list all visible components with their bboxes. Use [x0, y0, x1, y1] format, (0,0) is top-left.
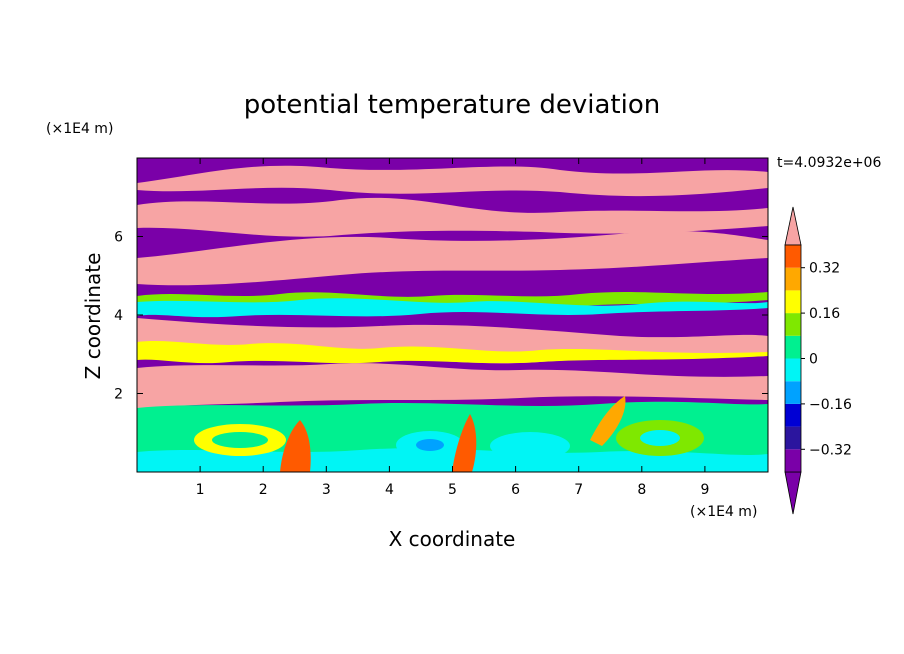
warm-layer-top [137, 165, 768, 197]
colorbar-under-arrow [784, 471, 802, 515]
plume-3 [590, 396, 626, 446]
y-tick-label: 6 [114, 230, 123, 246]
colorbar-band [785, 245, 801, 268]
colorbar-tick-label: 0.16 [809, 306, 840, 322]
time-label: t=4.0932e+06 [777, 155, 881, 171]
chart-title: potential temperature deviation [244, 90, 660, 120]
colorbar: 0.32 0.16 0 −0.16 −0.32 [784, 206, 852, 515]
warm-layer-near-surface [137, 363, 768, 410]
x-tick-label: 3 [322, 482, 331, 498]
x-axis-label: X coordinate [389, 527, 516, 551]
colorbar-tick-label: 0 [809, 352, 818, 368]
colorbar-band [785, 335, 801, 359]
colorbar-band [785, 449, 801, 472]
x-tick-label: 2 [259, 482, 268, 498]
x-tick-label: 1 [196, 482, 205, 498]
eddy-1-core [212, 432, 268, 448]
colorbar-band [785, 403, 801, 427]
y-tick-label: 4 [114, 308, 123, 324]
x-tick-label: 9 [700, 482, 709, 498]
colorbar-band [785, 381, 801, 404]
plume-1 [280, 420, 311, 472]
plume-2 [452, 414, 477, 472]
warm-layer-mid [137, 230, 768, 286]
mixed-band-yellow [137, 341, 768, 364]
colorbar-over-arrow [784, 206, 802, 246]
warm-layer-upper [137, 197, 768, 237]
colorbar-band [785, 426, 801, 450]
y-axis: 2 4 6 [114, 230, 768, 403]
x-axis: 1 2 3 4 5 6 7 8 9 [196, 158, 709, 498]
colorbar-band [785, 313, 801, 336]
colorbar-band [785, 267, 801, 291]
eddy-3 [490, 432, 570, 460]
x-tick-label: 4 [385, 482, 394, 498]
heatmap-field [137, 158, 768, 472]
x-axis-unit: (×1E4 m) [690, 504, 757, 520]
x-tick-label: 6 [511, 482, 520, 498]
y-axis-unit: (×1E4 m) [46, 121, 113, 137]
eddy-4-core [640, 430, 680, 446]
y-axis-label: Z coordinate [81, 253, 105, 380]
colorbar-band [785, 290, 801, 314]
x-tick-label: 7 [574, 482, 583, 498]
y-tick-label: 2 [114, 387, 123, 403]
x-tick-label: 8 [637, 482, 646, 498]
colorbar-tick-label: −0.32 [809, 442, 852, 458]
mixed-band-cyan [137, 298, 768, 318]
x-tick-label: 5 [448, 482, 457, 498]
colorbar-band [785, 358, 801, 382]
colorbar-tick-label: −0.16 [809, 397, 852, 413]
eddy-2-core [416, 439, 444, 451]
colorbar-tick-label: 0.32 [809, 261, 840, 277]
